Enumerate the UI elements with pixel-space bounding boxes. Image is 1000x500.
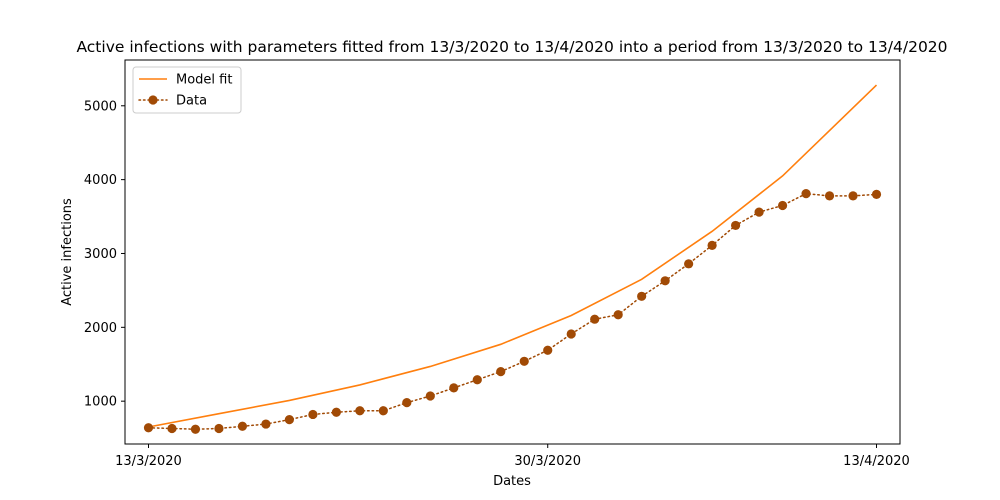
legend-label: Model fit — [176, 73, 232, 88]
data-point — [331, 407, 341, 417]
y-axis-label: Active infections — [60, 198, 75, 306]
data-point — [143, 423, 154, 433]
data-point — [519, 356, 529, 366]
data-point — [237, 421, 248, 431]
y-tick-label: 4000 — [84, 173, 117, 188]
data-point — [731, 220, 741, 231]
y-tick-label: 1000 — [84, 395, 117, 410]
data-point — [425, 391, 435, 401]
data-point — [167, 423, 177, 434]
x-tick-label: 13/3/2020 — [115, 454, 182, 469]
data-point — [284, 415, 294, 425]
legend-label: Data — [176, 94, 207, 109]
series-line-model-fit — [148, 84, 878, 428]
data-point — [308, 409, 318, 420]
legend-marker-data — [148, 95, 158, 105]
data-point — [613, 310, 623, 320]
plot-frame — [124, 59, 901, 445]
data-point — [660, 276, 670, 286]
data-point — [472, 375, 482, 385]
plot-area — [125, 60, 900, 444]
data-point — [871, 189, 882, 199]
x-tick-label: 30/3/2020 — [514, 454, 581, 469]
data-point — [190, 424, 201, 434]
data-point — [355, 406, 365, 416]
data-point — [214, 423, 224, 434]
data-point — [707, 240, 717, 250]
data-point — [801, 189, 811, 199]
data-point — [777, 200, 788, 211]
data-point — [496, 367, 506, 377]
x-tick-label: 13/4/2020 — [843, 454, 910, 469]
legend: Model fit Data — [132, 66, 242, 114]
data-point — [824, 191, 835, 201]
data-point — [566, 329, 576, 339]
data-point — [378, 406, 388, 416]
y-tick-label: 5000 — [84, 99, 117, 114]
x-axis-label: Dates — [493, 474, 531, 489]
data-point — [261, 419, 271, 429]
y-tick-label: 2000 — [84, 321, 117, 336]
chart-title: Active infections with parameters fitted… — [76, 38, 947, 56]
data-point — [848, 191, 858, 201]
data-point — [402, 398, 412, 408]
data-point — [637, 291, 647, 301]
data-point — [543, 345, 553, 355]
y-tick-label: 3000 — [84, 247, 117, 262]
data-point — [754, 207, 764, 217]
data-point — [449, 383, 459, 393]
data-point — [684, 259, 694, 269]
data-point — [590, 314, 600, 324]
